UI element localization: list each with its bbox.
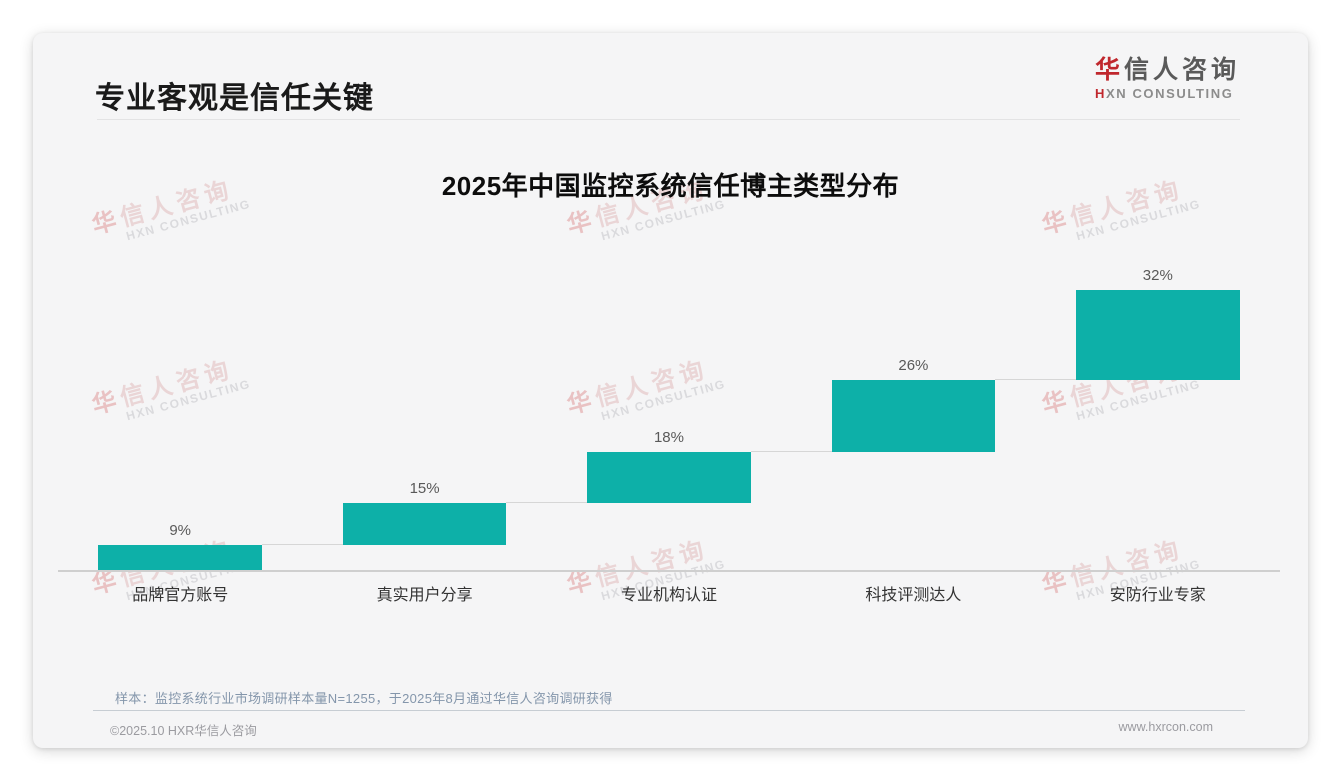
category-label: 科技评测达人: [865, 587, 962, 604]
waterfall-bar: [98, 544, 263, 570]
bar-value-label: 32%: [1142, 267, 1173, 284]
chart-title: 2025年中国监控系统信任博主类型分布: [441, 171, 900, 201]
category-label: 真实用户分享: [376, 587, 473, 604]
header-divider: [97, 119, 1240, 120]
chart-column: 32%: [1036, 267, 1280, 570]
logo-zh-rest: 信人咨询: [1123, 56, 1240, 84]
chart-column: 15%: [302, 290, 546, 570]
waterfall-bar: [831, 379, 996, 453]
waterfall-bar: [1075, 290, 1240, 380]
waterfall-bar: [342, 502, 507, 545]
footer: ©2025.10 HXR华信人咨询 www.hxrcon.com: [110, 720, 1213, 739]
category-label: 专业机构认证: [620, 587, 717, 604]
bar-value-label: 15%: [409, 479, 440, 497]
chart-column: 18%: [547, 290, 791, 570]
chart-column: 26%: [791, 290, 1035, 570]
copyright-text: ©2025.10 HXR华信人咨询: [110, 724, 257, 738]
logo-chinese-text: 华信人咨询: [1094, 56, 1240, 85]
logo-english-text: HXN CONSULTING: [1095, 86, 1240, 101]
category-label: 品牌官方账号: [132, 587, 229, 604]
footer-divider: [93, 710, 1245, 711]
x-axis-line: [58, 570, 1280, 572]
step-connector-line: [262, 543, 343, 545]
sample-note: 样本：监控系统行业市场调研样本量N=1255，于2025年8月通过华信人咨询调研…: [115, 691, 613, 706]
company-logo: 华信人咨询 HXN CONSULTING: [1094, 56, 1240, 101]
category-label: 安防行业专家: [1109, 587, 1206, 604]
logo-zh-accent: 华: [1094, 56, 1124, 84]
bar-value-label: 18%: [653, 429, 684, 447]
step-connector-line: [995, 378, 1076, 380]
category-axis-labels: 品牌官方账号 真实用户分享 专业机构认证 科技评测达人 安防行业专家: [58, 581, 1280, 605]
step-connector-line: [506, 501, 588, 503]
logo-en-accent: H: [1094, 85, 1106, 101]
logo-en-rest: XN CONSULTING: [1105, 85, 1234, 101]
step-connector-line: [750, 451, 832, 453]
website-url: www.hxrcon.com: [1118, 720, 1213, 734]
waterfall-bar: [587, 452, 751, 503]
waterfall-chart-plot: 9% 15% 18% 26% 32%: [58, 267, 1280, 572]
slide-card: 华信人咨询 HXN CONSULTING 华信人咨询 HXN CONSULTING 华信…: [33, 33, 1308, 748]
chart-column: 9%: [58, 290, 302, 570]
bar-value-label: 9%: [169, 521, 192, 539]
bar-value-label: 26%: [898, 356, 929, 374]
page-title: 专业客观是信任关键: [95, 82, 374, 115]
